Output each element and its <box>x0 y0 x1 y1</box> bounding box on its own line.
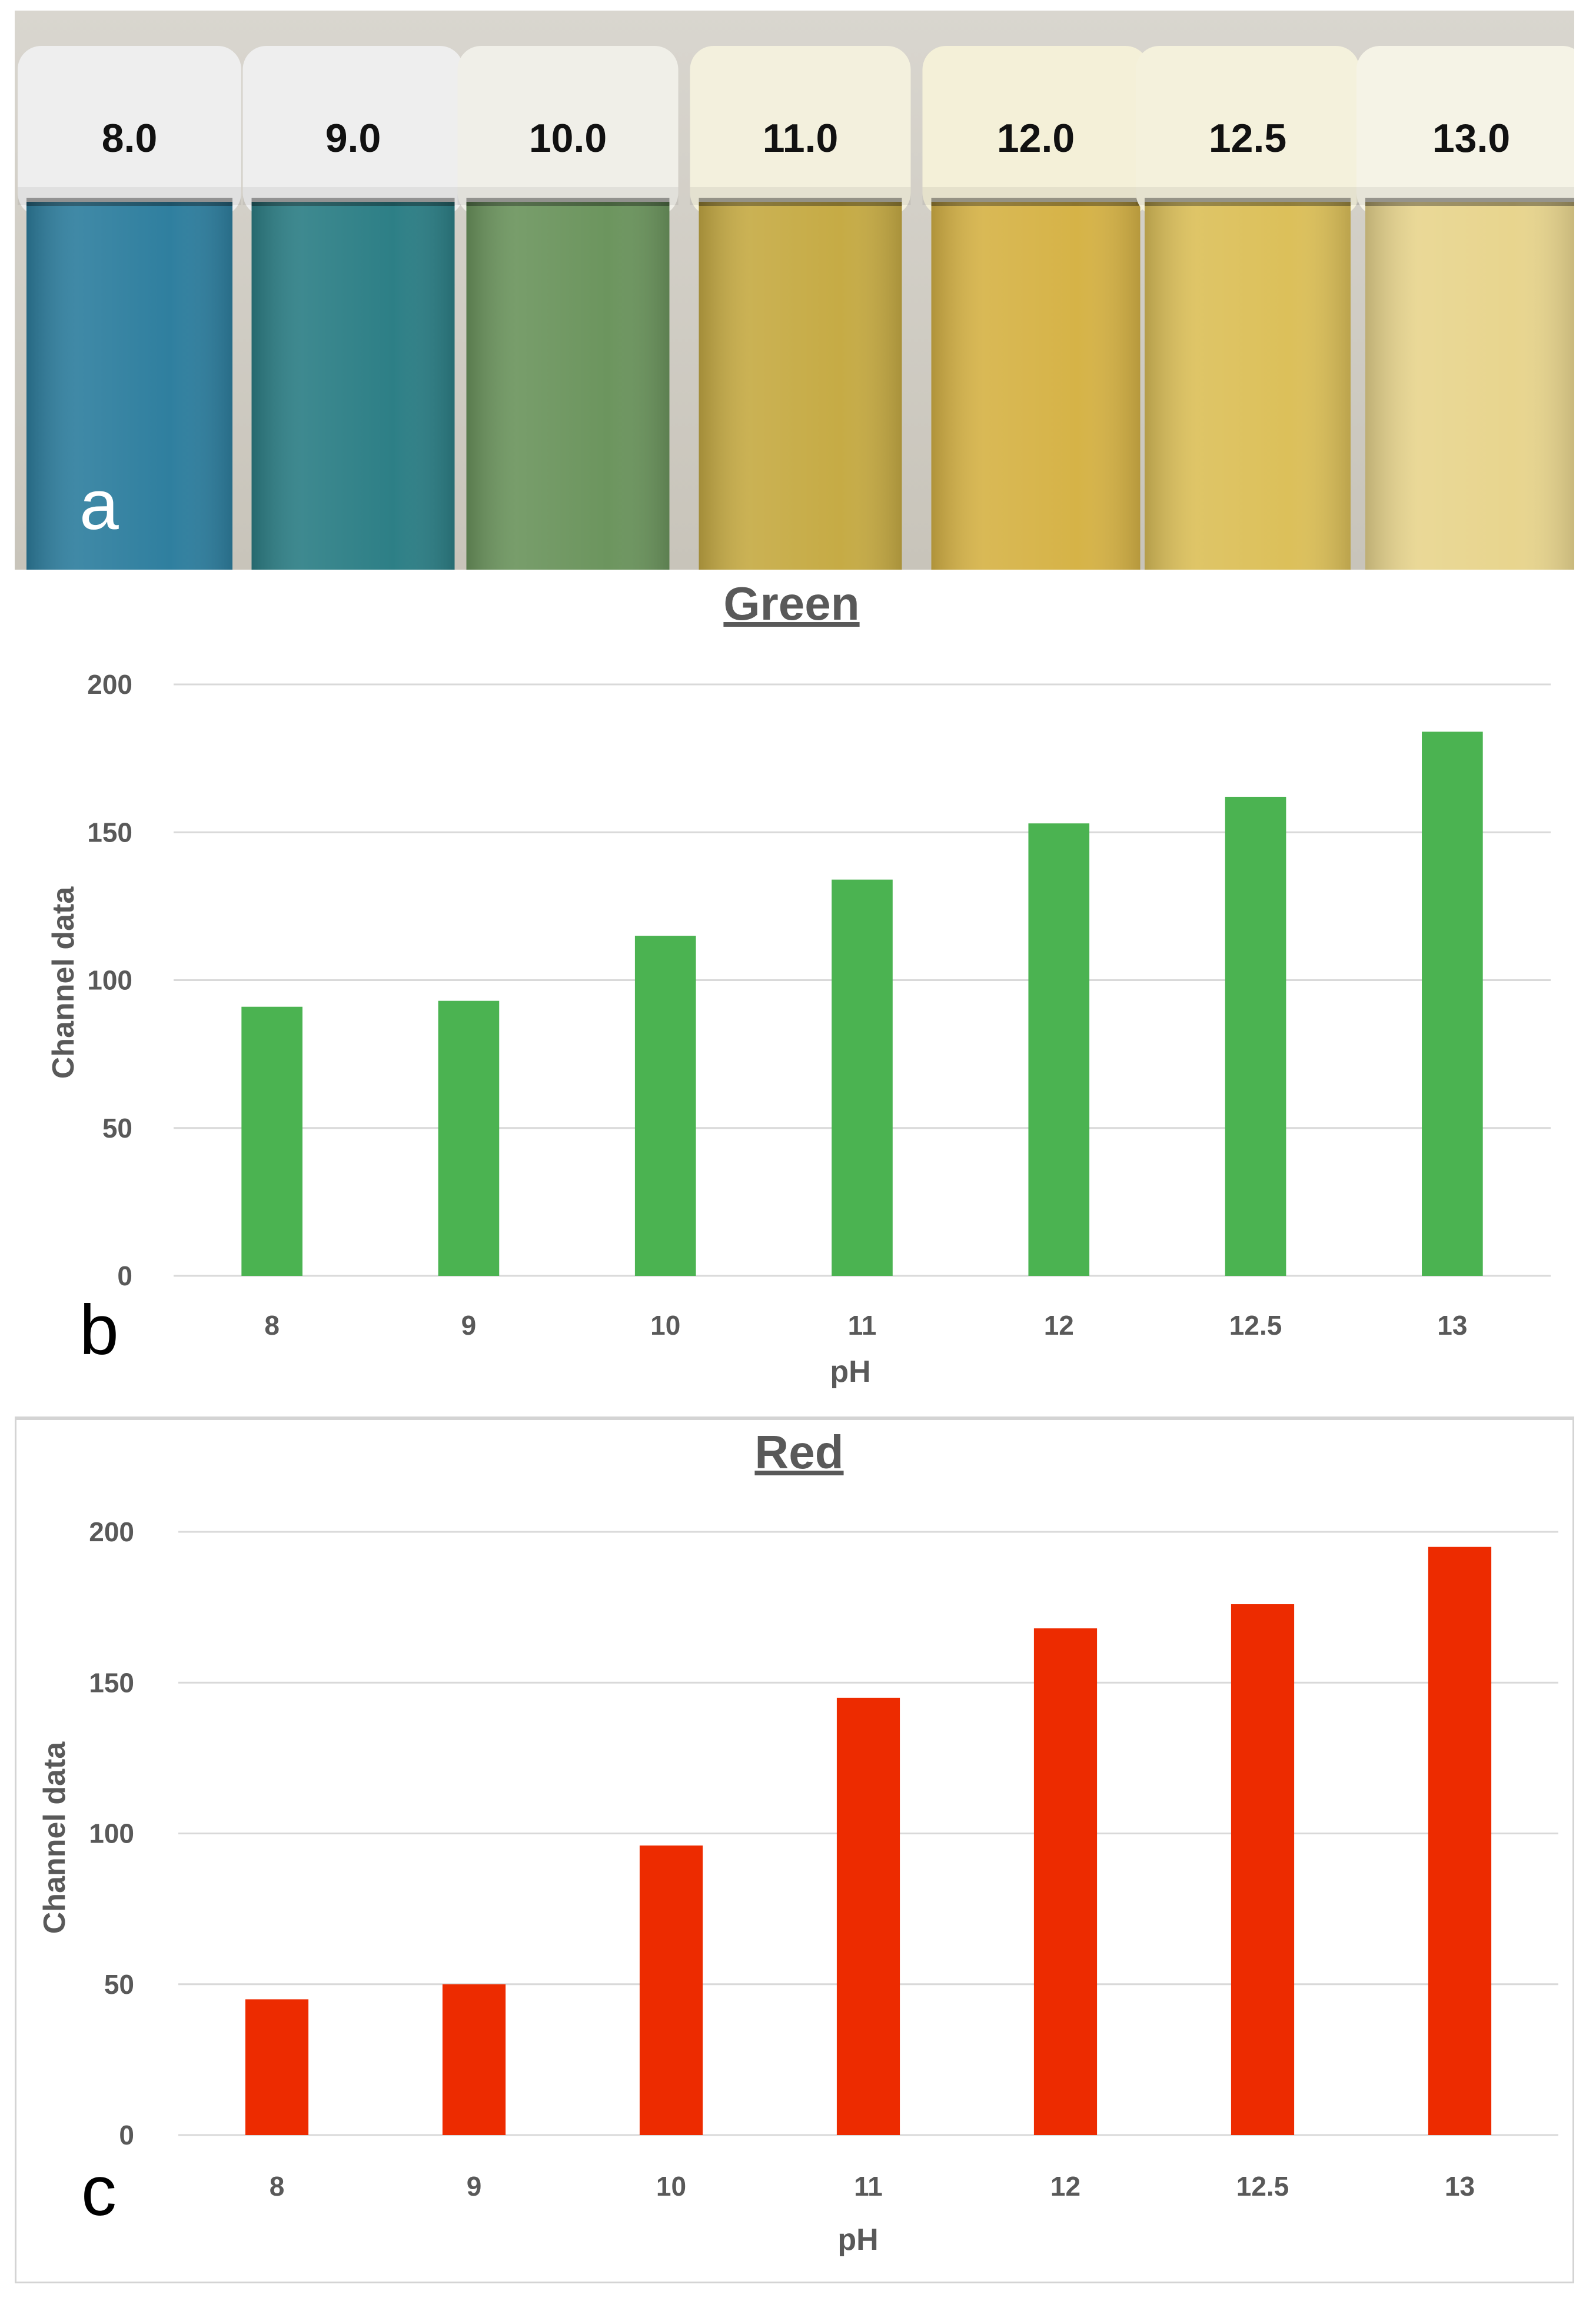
tube-ph-label: 9.0 <box>325 116 381 161</box>
x-tick-label: 12 <box>1050 2171 1080 2202</box>
tube-shading <box>1145 202 1351 570</box>
x-tick-label: 11 <box>848 1310 877 1341</box>
tube-shading <box>1365 202 1574 570</box>
y-tick-label: 0 <box>117 1261 132 1291</box>
tube-shading <box>26 202 232 570</box>
tube: 10.0 <box>457 46 679 570</box>
bar <box>1028 823 1090 1276</box>
bar <box>639 1846 703 2135</box>
tube-cap <box>922 46 1149 217</box>
chart-title: Green <box>723 577 859 630</box>
tube-ph-label: 11.0 <box>763 116 839 161</box>
y-tick-label: 150 <box>87 817 132 847</box>
bar <box>634 936 696 1276</box>
tube-cap <box>690 46 911 217</box>
x-tick-label: 13 <box>1445 2171 1475 2202</box>
y-tick-label: 100 <box>89 1818 134 1849</box>
tube-photo: 8.0 9.0 10.0 11.0 12.0 12.5 13.0 a <box>15 11 1574 570</box>
bar <box>245 1999 309 2135</box>
x-axis-title: pH <box>837 2223 878 2257</box>
tube: 12.5 <box>1136 46 1359 570</box>
bar <box>1422 731 1483 1276</box>
x-tick-label: 9 <box>467 2171 482 2202</box>
green-chart-panel: Green 0 50 100 150 200 8 9 10 11 12 12.5 13 pH Cha… <box>15 570 1574 1418</box>
x-tick-label: 8 <box>270 2171 285 2202</box>
panel-divider <box>15 1416 1574 1418</box>
y-tick-label: 200 <box>87 669 132 700</box>
panel-letter-c: c <box>81 2152 117 2230</box>
tube-shading <box>931 202 1141 570</box>
tube-shading <box>251 202 455 570</box>
tube: 9.0 <box>242 46 464 570</box>
y-tick-label: 200 <box>89 1517 134 1547</box>
y-axis-title: Channel data <box>46 886 81 1079</box>
y-tick-label: 0 <box>119 2120 134 2150</box>
y-tick-label: 100 <box>87 965 132 996</box>
y-tick-label: 150 <box>89 1667 134 1698</box>
tube-cap <box>242 46 464 217</box>
x-tick-label: 10 <box>650 1310 680 1341</box>
tube-ph-label: 8.0 <box>102 116 158 161</box>
x-tick-label: 12 <box>1044 1310 1074 1341</box>
bar <box>832 879 893 1276</box>
tube: 11.0 <box>690 46 911 570</box>
tube-cap <box>457 46 679 217</box>
y-tick-label: 50 <box>104 1969 134 2000</box>
x-tick-label: 12.5 <box>1229 1310 1282 1341</box>
x-tick-label: 8 <box>264 1310 280 1341</box>
x-axis-title: pH <box>830 1355 870 1389</box>
bar <box>241 1006 302 1276</box>
tube-cap <box>1356 46 1574 217</box>
y-tick-label: 50 <box>102 1113 132 1143</box>
bar <box>1428 1547 1492 2135</box>
panel-letter-a: a <box>79 465 119 544</box>
tube-cap <box>18 46 241 217</box>
tube-cap <box>1136 46 1359 217</box>
red-chart-panel: Red 0 50 100 150 200 8 9 10 11 12 12.5 13 pH Chann… <box>15 1418 1574 2283</box>
tube-shading <box>466 202 670 570</box>
bar <box>442 1984 506 2135</box>
bar <box>836 1697 900 2135</box>
x-tick-label: 9 <box>461 1310 477 1341</box>
x-tick-label: 10 <box>656 2171 686 2202</box>
tube-ph-label: 10.0 <box>529 116 607 161</box>
tube: 12.0 <box>922 46 1149 570</box>
bar <box>1225 796 1286 1276</box>
green-bar-chart: Green 0 50 100 150 200 8 9 10 11 12 12.5 13 pH Cha… <box>46 577 1551 1389</box>
x-tick-label: 11 <box>854 2171 883 2202</box>
x-tick-label: 12.5 <box>1236 2171 1289 2202</box>
x-tick-label: 13 <box>1437 1310 1467 1341</box>
tube-photo-graphic: 8.0 9.0 10.0 11.0 12.0 12.5 13.0 <box>15 11 1574 570</box>
tube-ph-label: 12.0 <box>997 116 1075 161</box>
bar <box>1033 1628 1098 2135</box>
tube: 8.0 <box>18 46 241 570</box>
chart-title: Red <box>754 1426 843 1478</box>
red-bar-chart: Red 0 50 100 150 200 8 9 10 11 12 12.5 13 pH Chann… <box>38 1426 1558 2257</box>
y-axis-title: Channel data <box>38 1741 72 1934</box>
panel-letter-b: b <box>79 1291 119 1369</box>
tube-ph-label: 12.5 <box>1209 116 1286 161</box>
bar <box>438 1000 500 1276</box>
tube-shading <box>699 202 902 570</box>
tube: 13.0 <box>1356 46 1574 570</box>
tube-ph-label: 13.0 <box>1432 116 1510 161</box>
bar <box>1231 1604 1295 2135</box>
